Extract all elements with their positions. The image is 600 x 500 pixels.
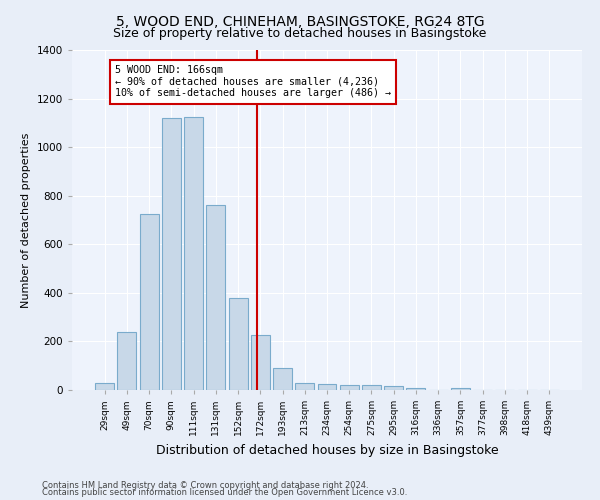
Text: Contains public sector information licensed under the Open Government Licence v3: Contains public sector information licen… [42,488,407,497]
Bar [384,386,403,390]
Bar [206,206,225,390]
Text: Size of property relative to detached houses in Basingstoke: Size of property relative to detached ho… [113,28,487,40]
Bar [362,385,381,390]
Text: Contains HM Land Registry data © Crown copyright and database right 2024.: Contains HM Land Registry data © Crown c… [42,480,368,490]
Bar [95,382,114,390]
Text: 5 WOOD END: 166sqm
← 90% of detached houses are smaller (4,236)
10% of semi-deta: 5 WOOD END: 166sqm ← 90% of detached hou… [115,66,391,98]
Bar [451,388,470,390]
Bar [118,332,136,390]
Bar [340,385,359,390]
Bar [184,117,203,390]
Bar [295,382,314,390]
Bar [317,384,337,390]
X-axis label: Distribution of detached houses by size in Basingstoke: Distribution of detached houses by size … [155,444,499,456]
Text: 5, WOOD END, CHINEHAM, BASINGSTOKE, RG24 8TG: 5, WOOD END, CHINEHAM, BASINGSTOKE, RG24… [116,15,484,29]
Bar [251,336,270,390]
Bar [229,298,248,390]
Bar [406,388,425,390]
Bar [162,118,181,390]
Y-axis label: Number of detached properties: Number of detached properties [21,132,31,308]
Bar [273,368,292,390]
Bar [140,214,158,390]
